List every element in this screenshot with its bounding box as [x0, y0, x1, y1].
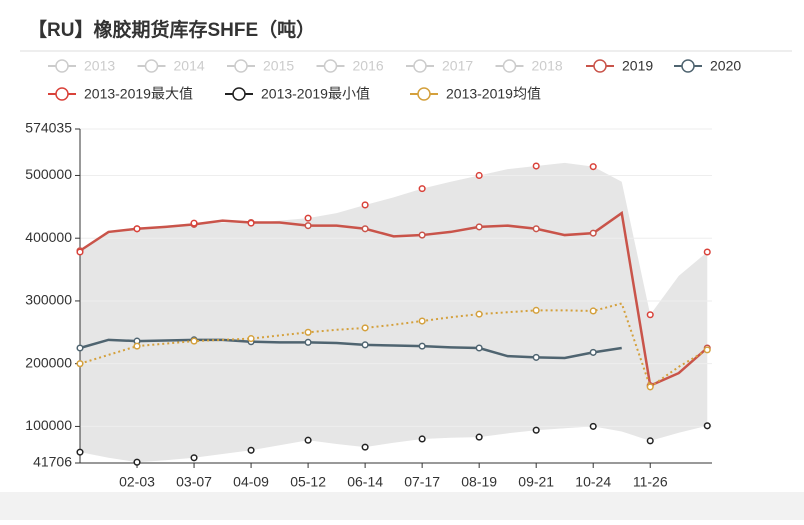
- legend-item[interactable]: 2020: [710, 58, 741, 74]
- legend-icon: [144, 59, 159, 73]
- legend-icon: [55, 59, 69, 73]
- point-marker: [589, 229, 597, 237]
- point-marker: [418, 231, 426, 239]
- point-marker: [475, 433, 483, 441]
- point-marker: [361, 201, 369, 209]
- point-marker: [76, 448, 84, 456]
- point-marker: [532, 306, 540, 314]
- point-marker: [589, 422, 597, 430]
- y-tick-label: 400000: [25, 229, 72, 245]
- point-marker: [532, 353, 540, 361]
- point-marker: [532, 162, 540, 170]
- range-band: [80, 162, 708, 463]
- legend-icon: [681, 59, 695, 73]
- y-tick-label: 200000: [25, 354, 72, 370]
- legend-item[interactable]: 2013-2019最大值: [84, 86, 193, 102]
- point-marker: [133, 225, 141, 233]
- point-marker: [304, 328, 312, 336]
- series-line: [79, 338, 622, 360]
- x-tick-label: 06-14: [347, 474, 383, 490]
- legend-item-hidden[interactable]: 2014: [174, 58, 205, 74]
- series-line: [79, 210, 709, 388]
- point-marker: [76, 360, 84, 368]
- legend-item[interactable]: 2019: [622, 58, 653, 74]
- legend-icon: [234, 59, 248, 73]
- chart-title: 【RU】橡胶期货库存SHFE（吨）: [28, 18, 315, 41]
- point-marker: [76, 344, 84, 352]
- legend-item-hidden[interactable]: 2015: [263, 58, 294, 74]
- legend-item[interactable]: 2013-2019均值: [446, 86, 541, 102]
- legend-icon: [417, 87, 431, 101]
- point-marker: [190, 454, 198, 462]
- point-marker: [475, 171, 483, 180]
- point-marker: [361, 341, 369, 349]
- x-tick-label: 11-26: [633, 474, 668, 490]
- point-marker: [646, 383, 654, 391]
- legend-icon: [593, 59, 607, 73]
- x-tick-label: 03-07: [176, 474, 212, 490]
- x-tick-label: 05-12: [290, 474, 326, 490]
- legend-icon: [502, 59, 517, 73]
- point-marker: [361, 443, 369, 451]
- x-tick-label: 04-09: [233, 474, 269, 490]
- point-marker: [418, 317, 426, 325]
- point-marker: [418, 435, 426, 443]
- point-marker: [475, 344, 483, 352]
- point-marker: [475, 310, 483, 318]
- point-marker: [589, 307, 597, 315]
- point-marker: [418, 185, 426, 193]
- point-marker: [589, 348, 597, 356]
- point-marker: [133, 458, 141, 466]
- legend-item-hidden[interactable]: 2018: [532, 58, 563, 74]
- point-marker: [475, 223, 483, 231]
- legend-icon: [413, 59, 427, 73]
- point-marker: [190, 337, 198, 345]
- point-marker: [190, 219, 198, 227]
- point-marker: [304, 222, 312, 230]
- point-marker: [703, 248, 711, 256]
- legend-item-hidden[interactable]: 2013: [84, 58, 115, 74]
- y-tick-label: 300000: [25, 292, 72, 308]
- x-tick-label: 02-03: [119, 474, 155, 490]
- point-marker: [133, 342, 141, 350]
- legend-icon: [323, 59, 338, 73]
- point-marker: [589, 163, 597, 171]
- legend-icon: [232, 87, 246, 101]
- x-tick-label: 08-19: [461, 474, 497, 490]
- x-tick-label: 07-17: [404, 474, 440, 490]
- point-marker: [361, 225, 369, 233]
- x-tick-label: 09-21: [518, 474, 554, 490]
- y-tick-label: 100000: [25, 417, 72, 433]
- point-marker: [247, 335, 255, 343]
- legend-item-hidden[interactable]: 2017: [442, 58, 473, 74]
- point-marker: [247, 446, 255, 454]
- legend-item[interactable]: 2013-2019最小值: [261, 86, 370, 102]
- point-marker: [304, 436, 312, 444]
- point-marker: [247, 219, 255, 227]
- point-marker: [361, 324, 369, 332]
- y-tick-label: 500000: [25, 166, 72, 182]
- legend-item-hidden[interactable]: 2016: [353, 58, 384, 74]
- point-marker: [646, 437, 654, 445]
- point-marker: [418, 342, 426, 350]
- point-marker: [76, 248, 84, 256]
- point-marker: [304, 214, 312, 222]
- point-marker: [304, 338, 312, 346]
- y-tick-label: 574035: [25, 120, 72, 136]
- point-marker: [646, 311, 654, 319]
- point-marker: [532, 426, 540, 434]
- y-tick-label: 41706: [33, 454, 72, 470]
- footer-band: [0, 492, 804, 520]
- point-marker: [703, 346, 711, 354]
- point-marker: [703, 422, 711, 430]
- x-tick-label: 10-24: [575, 474, 611, 490]
- legend-icon: [55, 87, 69, 101]
- point-marker: [532, 225, 540, 233]
